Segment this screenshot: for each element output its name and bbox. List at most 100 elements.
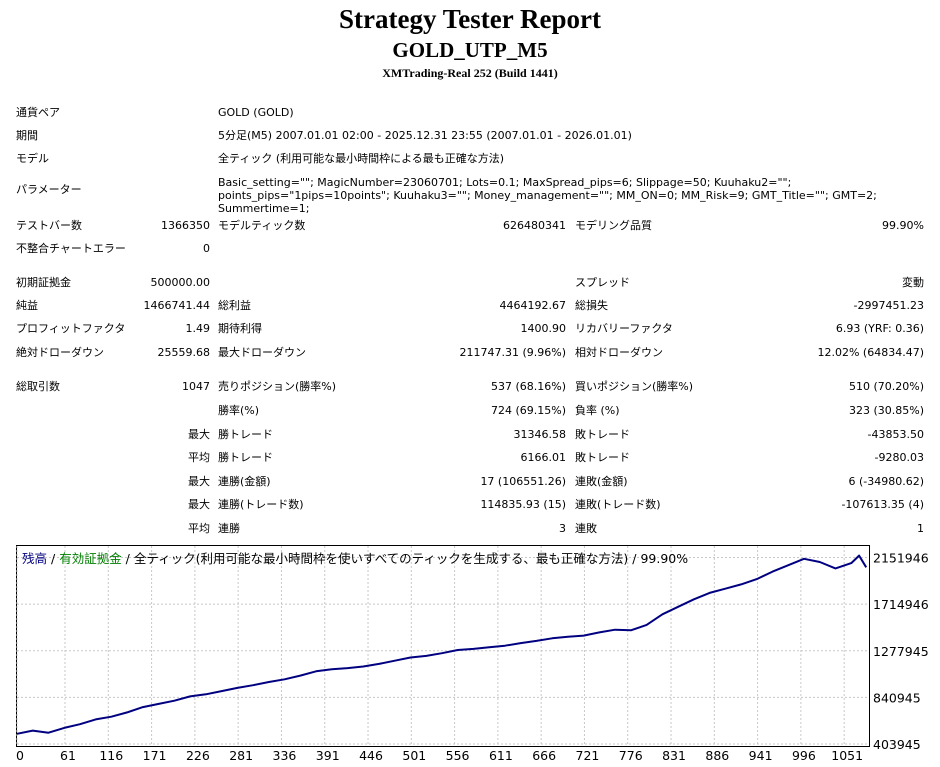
total-trades-value: 1047 xyxy=(182,380,210,393)
gross-loss-label: 総損失 xyxy=(575,299,608,312)
avg-prefix: 平均 xyxy=(188,522,210,535)
period-value: 5分足(M5) 2007.01.01 02:00 - 2025.12.31 23… xyxy=(218,129,632,142)
x-tick-label: 721 xyxy=(576,748,600,763)
deposit-label: 初期証拠金 xyxy=(16,276,71,289)
avg-win-value: 6166.01 xyxy=(520,451,567,464)
x-tick-label: 336 xyxy=(273,748,297,763)
rel-drawdown-value: 12.02% (64834.47) xyxy=(817,346,924,359)
x-tick-label: 171 xyxy=(143,748,167,763)
x-tick-label: 61 xyxy=(60,748,76,763)
quality-label: モデリング品質 xyxy=(575,219,652,232)
gross-profit-value: 4464192.67 xyxy=(499,299,566,312)
max-drawdown-value: 211747.31 (9.96%) xyxy=(459,346,566,359)
symbol-value: GOLD (GOLD) xyxy=(218,106,294,119)
y-tick-label: 403945 xyxy=(873,737,921,752)
largest-loss-value: -43853.50 xyxy=(867,428,924,441)
profit-factor-label: プロフィットファクタ xyxy=(16,322,126,335)
x-tick-label: 666 xyxy=(532,748,556,763)
gross-loss-value: -2997451.23 xyxy=(853,299,924,312)
legend-equity: 有効証拠金 xyxy=(59,551,122,566)
spread-value: 変動 xyxy=(902,276,924,289)
x-tick-label: 281 xyxy=(229,748,253,763)
x-tick-label: 1051 xyxy=(831,748,863,763)
x-tick-label: 831 xyxy=(662,748,686,763)
model-value: 全ティック (利用可能な最小時間枠による最も正確な方法) xyxy=(218,152,505,165)
net-profit-value: 1466741.44 xyxy=(143,299,210,312)
errors-value: 0 xyxy=(203,242,210,255)
y-tick-label: 1277945 xyxy=(873,644,929,659)
x-tick-label: 776 xyxy=(619,748,643,763)
long-positions-value: 510 (70.20%) xyxy=(848,380,924,393)
avg-consec-losses-label: 連敗 xyxy=(575,522,597,535)
expected-payoff-value: 1400.90 xyxy=(520,322,567,335)
params-value: Basic_setting=""; MagicNumber=23060701; … xyxy=(218,176,877,215)
avg-consec-wins-label: 連勝 xyxy=(218,522,240,535)
spread-label: スプレッド xyxy=(575,276,630,289)
max-prefix: 最大 xyxy=(188,428,210,441)
avg-loss-label: 敗トレード xyxy=(575,451,630,464)
model-label: モデル xyxy=(16,152,49,165)
avg-win-label: 勝トレード xyxy=(218,451,273,464)
avg-consec-losses-value: 1 xyxy=(917,522,924,535)
profit-factor-value: 1.49 xyxy=(185,322,211,335)
legend-sep: / xyxy=(47,551,60,566)
ticks-value: 626480341 xyxy=(503,219,566,232)
max-prefix: 最大 xyxy=(188,498,210,511)
x-tick-label: 886 xyxy=(705,748,729,763)
report-server: XMTrading-Real 252 (Build 1441) xyxy=(382,66,558,80)
largest-loss-label: 敗トレード xyxy=(575,428,630,441)
abs-drawdown-value: 25559.68 xyxy=(157,346,211,359)
consec-losses-money-label: 連敗(金額) xyxy=(575,475,628,488)
x-tick-label: 611 xyxy=(489,748,513,763)
expected-payoff-label: 期待利得 xyxy=(218,322,262,335)
report-title: Strategy Tester Report xyxy=(339,4,601,34)
balance-line xyxy=(16,554,868,735)
balance-chart-frame xyxy=(16,545,870,747)
avg-consec-wins-value: 3 xyxy=(559,522,566,535)
consec-wins-money-label: 連勝(金額) xyxy=(218,475,271,488)
bars-value: 1366350 xyxy=(161,219,210,232)
consec-wins-trades-label: 連勝(トレード数) xyxy=(218,498,304,511)
x-tick-label: 226 xyxy=(186,748,210,763)
errors-label: 不整合チャートエラー xyxy=(16,242,126,255)
avg-prefix: 平均 xyxy=(188,451,210,464)
report-subtitle: GOLD_UTP_M5 xyxy=(392,38,548,62)
net-profit-label: 純益 xyxy=(16,299,38,312)
y-tick-label: 1714946 xyxy=(873,597,929,612)
consec-wins-money-value: 17 (106551.26) xyxy=(480,475,566,488)
bars-label: テストバー数 xyxy=(16,219,82,232)
x-tick-label: 996 xyxy=(792,748,816,763)
params-label: パラメーター xyxy=(16,183,82,196)
abs-drawdown-label: 絶対ドローダウン xyxy=(16,346,104,359)
x-tick-label: 446 xyxy=(359,748,383,763)
quality-value: 99.90% xyxy=(882,219,924,232)
y-tick-label: 2151946 xyxy=(873,551,929,566)
symbol-label: 通貨ペア xyxy=(16,106,60,119)
ticks-label: モデルティック数 xyxy=(218,219,306,232)
recovery-factor-value: 6.93 (YRF: 0.36) xyxy=(835,322,924,335)
total-trades-label: 総取引数 xyxy=(16,380,60,393)
consec-losses-money-value: 6 (-34980.62) xyxy=(848,475,924,488)
win-rate-value: 724 (69.15%) xyxy=(490,404,566,417)
loss-rate-value: 323 (30.85%) xyxy=(848,404,924,417)
max-drawdown-label: 最大ドローダウン xyxy=(218,346,306,359)
deposit-value: 500000.00 xyxy=(150,276,211,289)
rel-drawdown-label: 相対ドローダウン xyxy=(575,346,663,359)
y-tick-label: 840945 xyxy=(873,690,921,705)
x-tick-label: 501 xyxy=(402,748,426,763)
legend-sep: / xyxy=(628,551,641,566)
x-tick-label: 0 xyxy=(16,748,24,763)
loss-rate-label: 負率 (%) xyxy=(575,404,620,417)
consec-losses-trades-label: 連敗(トレード数) xyxy=(575,498,661,511)
win-rate-label: 勝率(%) xyxy=(218,404,260,417)
short-positions-value: 537 (68.16%) xyxy=(490,380,566,393)
gross-profit-label: 総利益 xyxy=(218,299,251,312)
legend-model: 全ティック(利用可能な最小時間枠を使いすべてのティックを生成する、最も正確な方法… xyxy=(133,551,629,566)
largest-win-value: 31346.58 xyxy=(513,428,567,441)
recovery-factor-label: リカバリーファクタ xyxy=(575,322,673,335)
max-prefix: 最大 xyxy=(188,475,210,488)
legend-balance: 残高 xyxy=(22,551,48,566)
consec-wins-trades-value: 114835.93 (15) xyxy=(480,498,566,511)
long-positions-label: 買いポジション(勝率%) xyxy=(575,380,694,393)
